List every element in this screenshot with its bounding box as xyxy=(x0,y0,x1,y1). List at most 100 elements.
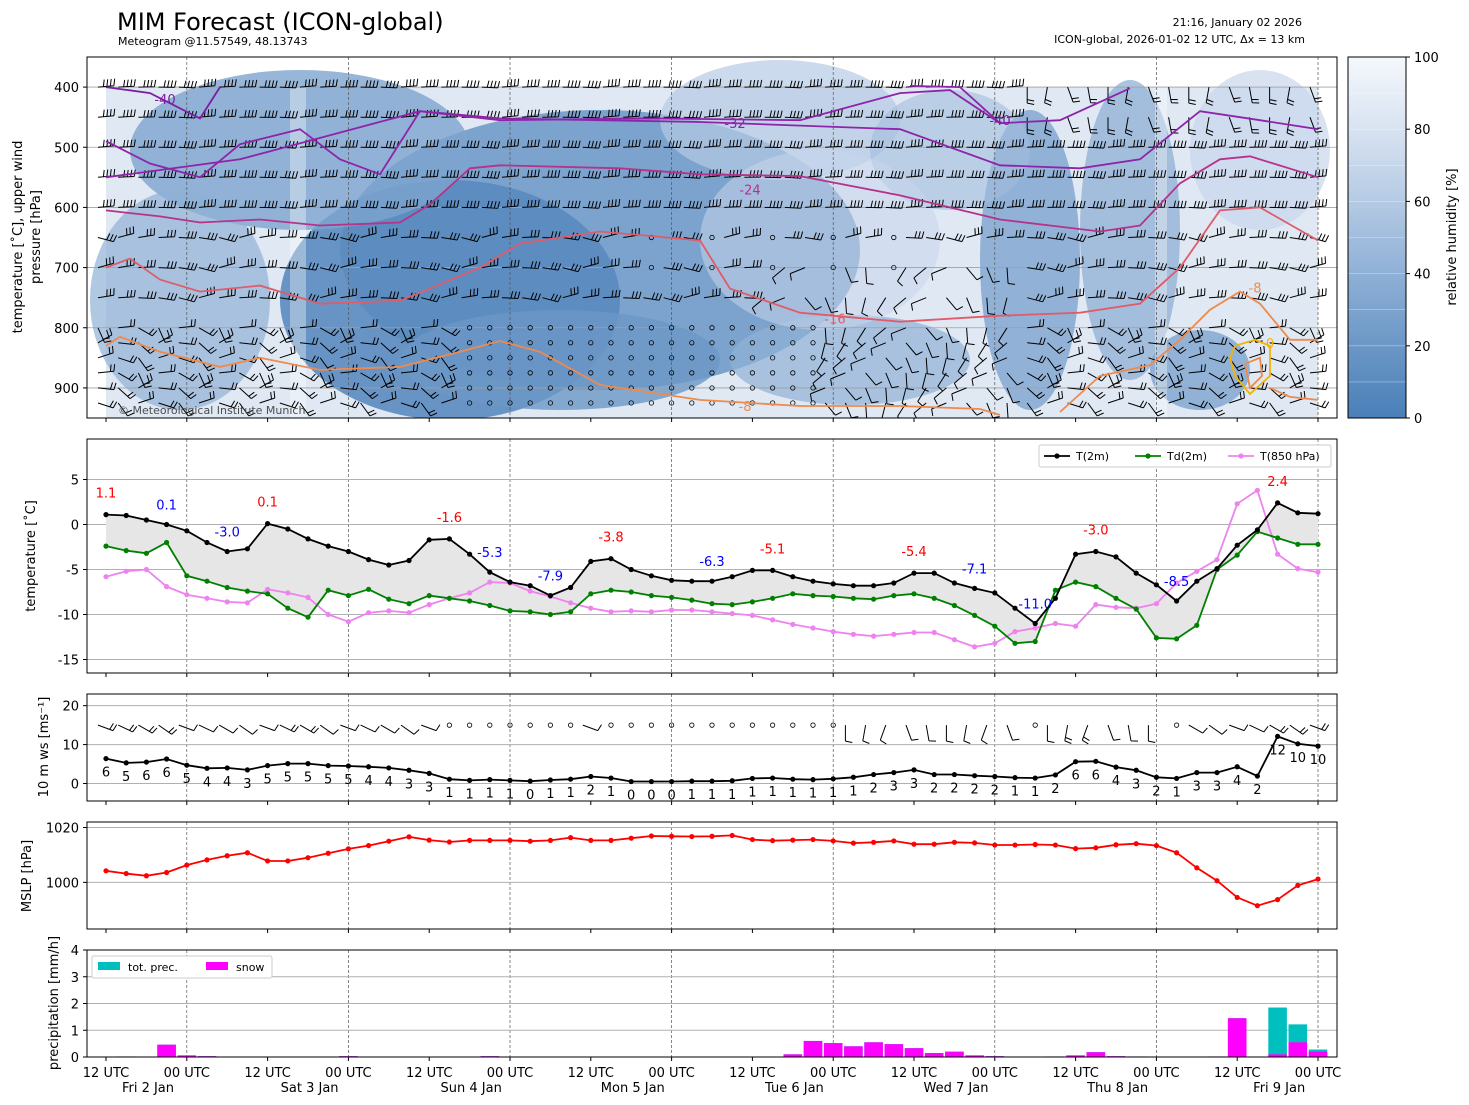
upper-wind-barb xyxy=(1148,372,1168,382)
calm-circle xyxy=(769,340,776,346)
upper-wind-barb xyxy=(279,170,299,179)
upper-wind-barb xyxy=(522,139,540,148)
y-tick-label: 1020 xyxy=(46,821,79,836)
upper-wind-barb xyxy=(441,327,461,337)
upper-wind-barb xyxy=(219,233,239,243)
wind-speed-label: 2 xyxy=(970,783,978,798)
wind-speed-label: 1 xyxy=(789,786,797,801)
surface-wind-barb xyxy=(138,724,158,734)
colorbar-tick-label: 20 xyxy=(1414,340,1431,355)
upper-wind-barb xyxy=(744,259,762,269)
series-point-T(850 hPa) xyxy=(850,631,857,637)
isotherm-line xyxy=(105,155,1319,233)
surface-wind-barb xyxy=(862,725,870,744)
upper-wind-barb xyxy=(1087,402,1104,417)
series-point-T(2m) xyxy=(366,557,372,563)
series-point-T(850 hPa) xyxy=(588,605,594,611)
upper-wind-barb xyxy=(441,390,458,404)
series-point-T(850 hPa) xyxy=(305,594,311,601)
legend-box xyxy=(1038,444,1332,468)
series-point-T(2m) xyxy=(1093,548,1099,555)
wind-speed-point xyxy=(487,777,493,783)
series-point-T(2m) xyxy=(931,570,937,576)
upper-wind-barb xyxy=(380,373,396,389)
upper-wind-barb xyxy=(1228,327,1249,337)
y-tick-label: 1000 xyxy=(46,876,79,891)
time-tick-label: 00 UTC xyxy=(1295,1066,1341,1081)
upper-wind-barb xyxy=(1026,87,1035,105)
mslp-point xyxy=(123,870,129,877)
calm-circle xyxy=(628,722,634,728)
series-point-Td(2m) xyxy=(648,593,655,599)
upper-wind-barb xyxy=(1047,140,1066,148)
wind-ylabel: 10 m ws [ms⁻¹] xyxy=(37,697,52,798)
upper-wind-barb xyxy=(1188,288,1206,299)
wind-speed-point xyxy=(1174,775,1180,782)
wind-speed-label: 1 xyxy=(849,784,857,799)
upper-wind-barb xyxy=(870,342,886,356)
upper-wind-barb xyxy=(986,297,995,315)
series-point-Td(2m) xyxy=(426,593,432,599)
day-label: Sun 4 Jan xyxy=(441,1081,502,1096)
upper-wind-barb xyxy=(683,200,703,209)
wind-speed-point xyxy=(366,764,372,770)
day-label: Sat 3 Jan xyxy=(281,1081,339,1096)
upper-wind-barb xyxy=(974,357,988,375)
upper-wind-barb xyxy=(1208,138,1227,148)
calm-circle xyxy=(648,340,655,346)
upper-wind-barb xyxy=(299,231,319,239)
upper-wind-barb xyxy=(219,169,237,178)
upper-wind-barb xyxy=(320,109,338,118)
upper-wind-barb xyxy=(421,293,441,303)
series-point-T(850 hPa) xyxy=(790,621,796,628)
upper-wind-barb xyxy=(623,79,641,88)
mslp-point xyxy=(588,837,594,843)
y-tick-label: 3 xyxy=(71,971,79,986)
series-point-T(850 hPa) xyxy=(224,599,230,605)
snow-bar xyxy=(1066,1055,1085,1057)
upper-wind-barb xyxy=(986,267,1000,283)
series-point-T(2m) xyxy=(547,593,554,599)
upper-wind-barb xyxy=(360,140,379,148)
calm-circle xyxy=(608,325,614,331)
humidity-patch xyxy=(1190,70,1330,230)
mslp-point xyxy=(164,869,170,876)
upper-wind-barb xyxy=(897,267,907,287)
wind-speed-label: 5 xyxy=(324,773,332,788)
upper-wind-barb xyxy=(1087,355,1107,364)
calm-circle xyxy=(547,385,554,391)
upper-wind-barb xyxy=(178,355,198,364)
calm-circle xyxy=(769,370,776,376)
wind-speed-point xyxy=(547,777,554,783)
calm-circle xyxy=(830,264,836,271)
upper-wind-barb xyxy=(1148,170,1167,178)
calm-circle xyxy=(830,234,836,241)
extremum-label: 2.4 xyxy=(1267,475,1288,490)
wind-speed-label: 3 xyxy=(910,777,918,792)
time-tick-label: 00 UTC xyxy=(487,1066,533,1081)
surface-wind-barb xyxy=(1147,725,1156,743)
upper-wind-barb xyxy=(1087,289,1106,299)
mslp-point xyxy=(325,850,331,856)
upper-wind-barb xyxy=(522,229,540,238)
upper-wind-barb xyxy=(1128,382,1147,391)
upper-wind-barb xyxy=(1188,364,1206,374)
wind-speed-label: 2 xyxy=(930,782,938,797)
upper-wind-barb xyxy=(925,342,940,359)
upper-wind-barb xyxy=(1087,387,1106,400)
y-tick-label: 800 xyxy=(54,322,79,337)
upper-wind-barb xyxy=(1168,87,1179,104)
surface-wind-barb xyxy=(1249,724,1269,733)
upper-wind-barb xyxy=(1269,293,1289,303)
upper-wind-barb xyxy=(1128,345,1144,359)
series-point-T(850 hPa) xyxy=(487,579,493,585)
upper-wind-barb xyxy=(239,258,256,269)
isotherms: -40 -32 -40 -24 -16 -8 -8 0 xyxy=(105,85,1319,416)
upper-wind-barb xyxy=(724,199,742,208)
mslp-point xyxy=(1073,846,1079,852)
temperature-legend: T(2m) Td(2m) T(850 hPa) xyxy=(1038,444,1332,468)
calm-circle xyxy=(527,722,533,728)
upper-wind-barb xyxy=(764,200,783,209)
wind-speed-point xyxy=(1234,764,1240,770)
upper-wind-barb xyxy=(1128,169,1146,178)
